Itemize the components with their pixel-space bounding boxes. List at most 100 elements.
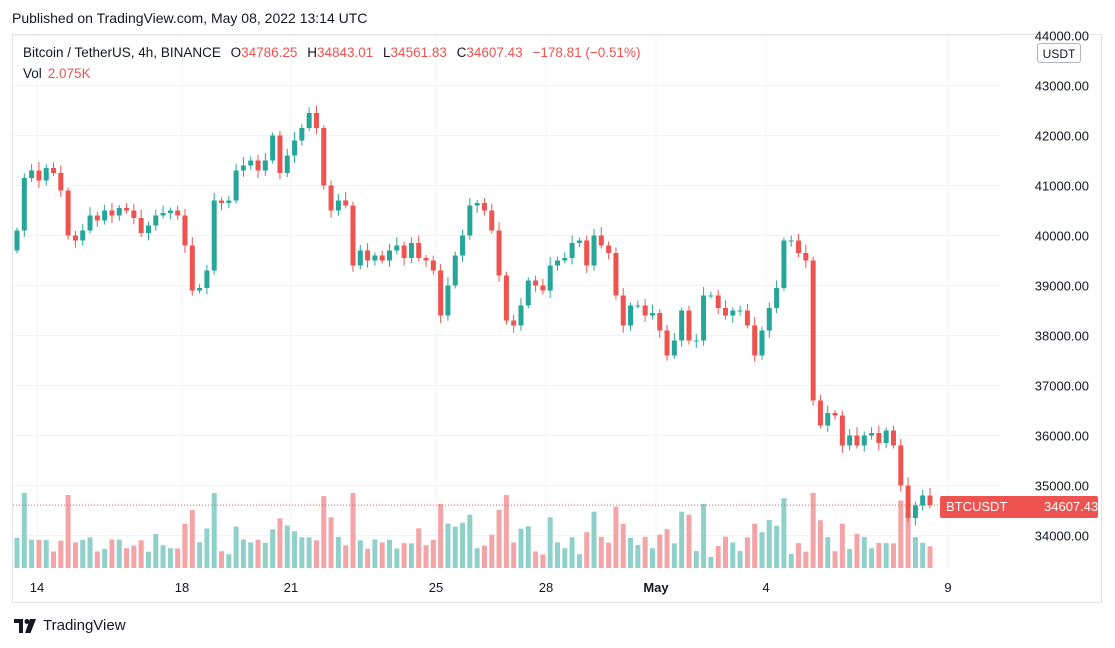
candle-body (313, 113, 319, 128)
volume-bar (467, 514, 473, 568)
high-value: 34843.01 (316, 45, 374, 60)
change-value: −178.81 (−0.51%) (532, 45, 641, 60)
volume-bar (796, 543, 802, 568)
candle-body (533, 280, 539, 286)
candle-body (489, 210, 495, 231)
candle-body (708, 295, 714, 297)
volume-bar (606, 542, 612, 568)
candle-body (445, 285, 451, 316)
volume-bar (124, 548, 130, 568)
price-tick-label: 40000.00 (1035, 229, 1089, 244)
candle-body (416, 243, 422, 258)
volume-bar (518, 528, 524, 568)
candle-body (832, 413, 838, 416)
volume-bar (591, 511, 597, 568)
volume-bar (116, 539, 122, 568)
volume-bar (313, 540, 319, 568)
volume-bar (328, 517, 334, 568)
volume-bar (722, 536, 728, 568)
volume-bar (219, 551, 225, 568)
volume-bar (438, 504, 444, 568)
candle-body (657, 313, 663, 331)
candle-body (160, 213, 166, 216)
currency-badge[interactable]: USDT (1037, 43, 1081, 63)
candle-body (554, 260, 560, 266)
volume-bar (357, 540, 363, 568)
volume-bar (29, 539, 35, 568)
time-tick-label: May (643, 580, 669, 595)
candle-body (569, 243, 575, 258)
candle-body (481, 203, 487, 211)
volume-bar (920, 542, 926, 568)
price-tick-label: 39000.00 (1035, 279, 1089, 294)
volume-bar (394, 548, 400, 568)
candle-body (357, 250, 363, 266)
candle-body (635, 305, 641, 307)
volume-bar (21, 493, 27, 568)
candle-body (233, 170, 239, 201)
candle-body (679, 310, 685, 341)
candle-body (752, 325, 758, 356)
candle-body (861, 435, 867, 446)
volume-bar (182, 523, 188, 568)
volume-bar (36, 539, 42, 568)
candle-body (496, 230, 502, 276)
candle-body (29, 170, 35, 178)
price-tick-label: 43000.00 (1035, 79, 1089, 94)
volume-bar (365, 548, 371, 568)
volume-bar (160, 545, 166, 568)
candle-body (766, 308, 772, 331)
candle-body (576, 240, 582, 243)
open-value: 34786.25 (241, 45, 298, 60)
volume-bar (408, 543, 414, 568)
candle-body (277, 135, 283, 173)
volume-bar (401, 543, 407, 568)
volume-bar (270, 529, 276, 568)
volume-bar (131, 545, 137, 568)
candle-body (226, 200, 232, 203)
volume-bar (628, 537, 634, 568)
candle-body (890, 430, 896, 446)
volume-bar (598, 536, 604, 568)
volume-bar (335, 536, 341, 568)
candle-body (423, 258, 429, 261)
candle-body (182, 215, 188, 246)
volume-bar (496, 510, 502, 568)
symbol-title[interactable]: Bitcoin / TetherUS, 4h, BINANCE (23, 45, 221, 60)
volume-bar (197, 542, 203, 568)
candle-body (438, 270, 444, 316)
volume-bar (825, 537, 831, 568)
volume-bar (927, 546, 933, 568)
price-tick-label: 44000.00 (1035, 29, 1089, 44)
volume-bar (80, 539, 86, 568)
close-value: 34607.43 (466, 45, 523, 60)
volume-bar (102, 548, 108, 568)
price-tick-label: 38000.00 (1035, 329, 1089, 344)
candle-body (219, 200, 225, 203)
volume-bar (416, 528, 422, 568)
candle-body (65, 190, 71, 236)
volume-bar (540, 554, 546, 568)
volume-bar (642, 536, 648, 568)
volume-bar (240, 539, 246, 568)
candle-body (189, 245, 195, 291)
volume-bar (569, 537, 575, 568)
candle-body (255, 160, 261, 171)
tradingview-logo-icon (14, 618, 36, 633)
candle-body (452, 255, 458, 286)
volume-bar (292, 531, 298, 568)
candle-body (810, 260, 816, 401)
candle-body (328, 185, 334, 211)
volume-value: 2.075K (47, 66, 91, 81)
volume-bar (620, 523, 626, 568)
candle-body (511, 320, 517, 326)
volume-bar (759, 532, 765, 568)
price-tick-label: 36000.00 (1035, 429, 1089, 444)
volume-bar (744, 537, 750, 568)
candle-body (145, 225, 151, 233)
tradingview-brand[interactable]: TradingView (14, 617, 126, 634)
volume-bar (189, 510, 195, 568)
volume-bar (387, 539, 393, 568)
volume-bar (94, 551, 100, 568)
